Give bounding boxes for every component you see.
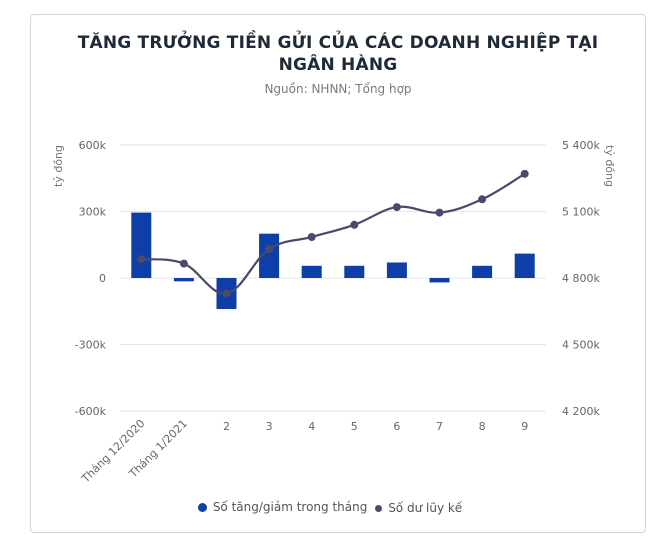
x-tick-label: 4 xyxy=(308,420,315,433)
bar xyxy=(514,253,535,278)
legend-label-line: Số dư lũy kế xyxy=(388,501,463,515)
y-tick-left: 300k xyxy=(79,206,107,219)
y-tick-left: -300k xyxy=(75,339,107,352)
bar xyxy=(259,233,280,278)
legend-item-bar[interactable]: Số tăng/giảm trong tháng xyxy=(197,500,368,514)
x-tick-label: 5 xyxy=(351,420,358,433)
y-tick-right: 4 800k xyxy=(562,272,600,285)
y-tick-left: 600k xyxy=(79,139,107,152)
chart-title-line1: TĂNG TRƯỞNG TIỀN GỬI CỦA CÁC DOANH NGHIỆ… xyxy=(77,33,599,53)
y-tick-right: 4 500k xyxy=(562,339,600,352)
line-point xyxy=(137,255,146,264)
series-line xyxy=(141,172,526,295)
line-point xyxy=(222,289,231,298)
legend: Số tăng/giảm trong tháng Số dư lũy kế xyxy=(0,500,660,515)
line-point xyxy=(307,232,316,241)
y-tick-right: 5 400k xyxy=(562,139,600,152)
x-tick-label: 6 xyxy=(393,420,400,433)
x-tick-label: 2 xyxy=(223,420,230,433)
line-point xyxy=(520,169,529,178)
y-axis-label-right: tỷ đồng xyxy=(603,145,616,187)
line-point xyxy=(392,203,401,212)
y-axis-label-left: tỷ đồng xyxy=(52,145,65,187)
bar xyxy=(472,265,493,278)
y-tick-right: 4 200k xyxy=(562,405,600,418)
x-tick-label: 3 xyxy=(266,420,273,433)
y-tick-left: 0 xyxy=(99,272,106,285)
legend-swatch-line xyxy=(375,504,383,512)
line-point xyxy=(350,220,359,229)
legend-item-line[interactable]: Số dư lũy kế xyxy=(375,501,462,515)
legend-swatch-bar xyxy=(197,502,207,512)
line-point xyxy=(478,195,487,204)
x-tick-label: 7 xyxy=(436,420,443,433)
line-point xyxy=(179,259,188,268)
bar xyxy=(386,262,407,278)
bar xyxy=(173,278,194,282)
x-tick-label: 9 xyxy=(521,420,528,433)
line-point xyxy=(265,245,274,254)
bar xyxy=(131,212,152,278)
chart-subtitle: Nguồn: NHNN; Tổng hợp xyxy=(264,82,412,96)
legend-label-bar: Số tăng/giảm trong tháng xyxy=(212,500,368,514)
x-tick-label: 8 xyxy=(479,420,486,433)
bar xyxy=(301,265,322,278)
y-tick-right: 5 100k xyxy=(562,206,600,219)
y-tick-left: -600k xyxy=(75,405,107,418)
line-point xyxy=(435,208,444,217)
chart-title: TĂNG TRƯỞNG TIỀN GỬI CỦA CÁC DOANH NGHIỆ… xyxy=(30,32,646,76)
bar xyxy=(429,278,450,283)
chart-title-line2: NGÂN HÀNG xyxy=(278,55,398,75)
bar xyxy=(344,265,365,278)
